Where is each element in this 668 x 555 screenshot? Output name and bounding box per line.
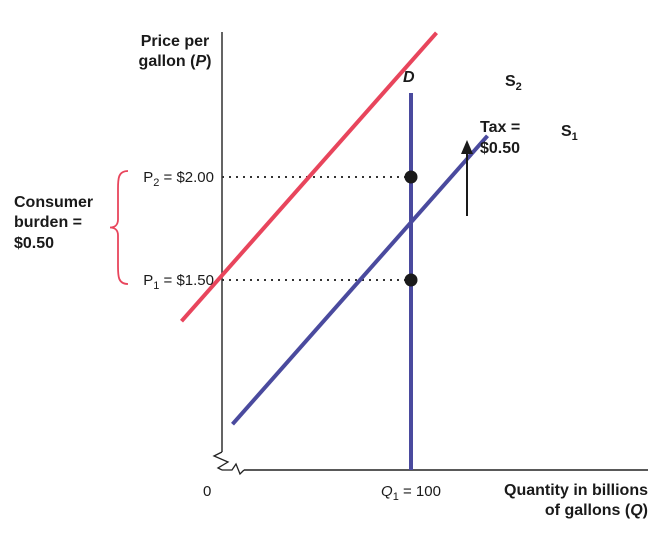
y-axis-break xyxy=(212,451,230,471)
equilibrium-point-taxed xyxy=(404,170,418,184)
tax-label-line2: $0.50 xyxy=(480,140,520,157)
tax-label-line1: Tax = xyxy=(480,119,520,136)
supply-s2-label: S2 xyxy=(505,73,522,93)
x-axis-label-line2: of gallons (Q) xyxy=(545,502,648,519)
burden-label-line2: burden = xyxy=(14,214,82,231)
tax-arrow-head xyxy=(461,140,473,154)
x-axis-label-line1: Quantity in billions xyxy=(504,482,648,499)
supply-s1-label: S1 xyxy=(561,123,578,143)
quantity-label-q1: Q1 = 100 xyxy=(381,483,441,503)
y-axis-label-line2: gallon (P) xyxy=(139,53,212,70)
y-axis-label-line1: Price per xyxy=(141,33,209,50)
price-label-p2: P2 = $2.00 xyxy=(143,169,214,189)
price-label-p1: P1 = $1.50 xyxy=(143,272,214,292)
x-axis-break xyxy=(222,462,245,476)
equilibrium-point-original xyxy=(404,273,418,287)
supply-curve-s2 xyxy=(180,31,438,323)
supply-curve-s1 xyxy=(231,134,489,426)
burden-label-line3: $0.50 xyxy=(14,235,54,252)
origin-label: 0 xyxy=(203,483,211,500)
consumer-burden-brace xyxy=(109,170,129,285)
burden-label-line1: Consumer xyxy=(14,194,93,211)
demand-label: D xyxy=(403,69,415,86)
